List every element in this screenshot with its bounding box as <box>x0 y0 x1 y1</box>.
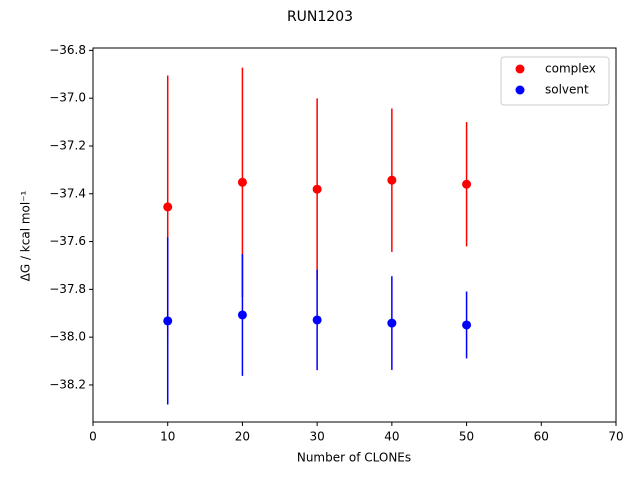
chart-title: RUN1203 <box>287 9 353 25</box>
legend-box <box>500 56 610 106</box>
y-tick-label: −37.6 <box>49 234 86 248</box>
y-tick-label: −37.4 <box>49 186 86 200</box>
legend-marker <box>515 85 525 95</box>
x-tick-label: 30 <box>310 430 325 444</box>
point <box>387 318 397 328</box>
point <box>312 184 322 194</box>
legend-marker <box>515 64 525 74</box>
x-tick-label: 10 <box>160 430 175 444</box>
point <box>163 316 173 326</box>
point <box>237 177 247 187</box>
x-tick-label: 40 <box>384 430 399 444</box>
point <box>462 320 472 330</box>
point <box>387 175 397 185</box>
y-tick-label: −38.2 <box>49 377 86 391</box>
y-tick-label: −37.0 <box>49 91 86 105</box>
x-axis-label: Number of CLONEs <box>297 451 411 465</box>
x-tick-label: 20 <box>235 430 250 444</box>
point <box>237 310 247 320</box>
y-tick-label: −38.0 <box>49 330 86 344</box>
y-tick-label: −36.8 <box>49 43 86 57</box>
legend-label: solvent <box>545 83 589 97</box>
point <box>163 202 173 212</box>
legend-label: complex <box>545 62 596 76</box>
y-axis-label: ΔG / kcal mol⁻¹ <box>19 190 33 281</box>
x-tick-label: 50 <box>459 430 474 444</box>
y-tick-label: −37.8 <box>49 282 86 296</box>
x-tick-label: 60 <box>534 430 549 444</box>
x-tick-label: 70 <box>608 430 623 444</box>
point <box>462 179 472 189</box>
point <box>312 315 322 325</box>
plot-frame <box>92 47 617 423</box>
y-tick-label: −37.2 <box>49 138 86 152</box>
x-tick-label: 0 <box>89 430 97 444</box>
